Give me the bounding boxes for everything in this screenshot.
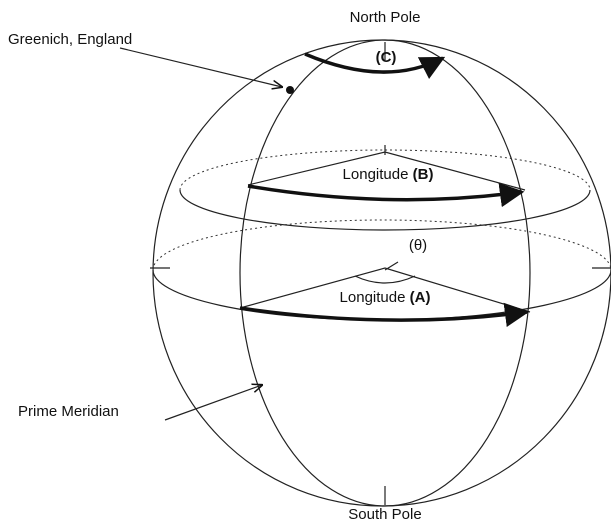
longitude-text: Longitude [340,289,406,306]
greenwich-dot [286,86,294,94]
theta-label: (θ) [409,237,427,254]
meridian-arrow [164,385,262,421]
greenwich-label: Greenich, England [8,31,132,48]
triangle-b [247,151,526,191]
triangle-a [239,267,531,313]
arc-a [239,302,530,328]
theta-tick [384,261,399,271]
longitude-marker: (A) [410,289,431,306]
arc-c [304,52,446,80]
meridian [239,39,531,507]
south-pole-label: South Pole [348,506,421,523]
theta-arc [354,275,416,284]
longitude-b-label: Longitude (B) [343,166,434,183]
longitude-a-label: Longitude (A) [340,289,431,306]
arc-b [247,182,525,208]
prime-meridian-label: Prime Meridian [18,403,119,420]
north-pole-label: North Pole [350,9,421,26]
sphere [152,39,611,507]
parallel-back [179,149,591,191]
parallel-front [179,189,591,231]
longitude-text: Longitude [343,166,409,183]
equator-back [152,219,611,271]
greenwich-arrow [119,47,282,87]
longitude-marker: (B) [413,166,434,183]
angle-c-label: (C) [376,49,397,66]
